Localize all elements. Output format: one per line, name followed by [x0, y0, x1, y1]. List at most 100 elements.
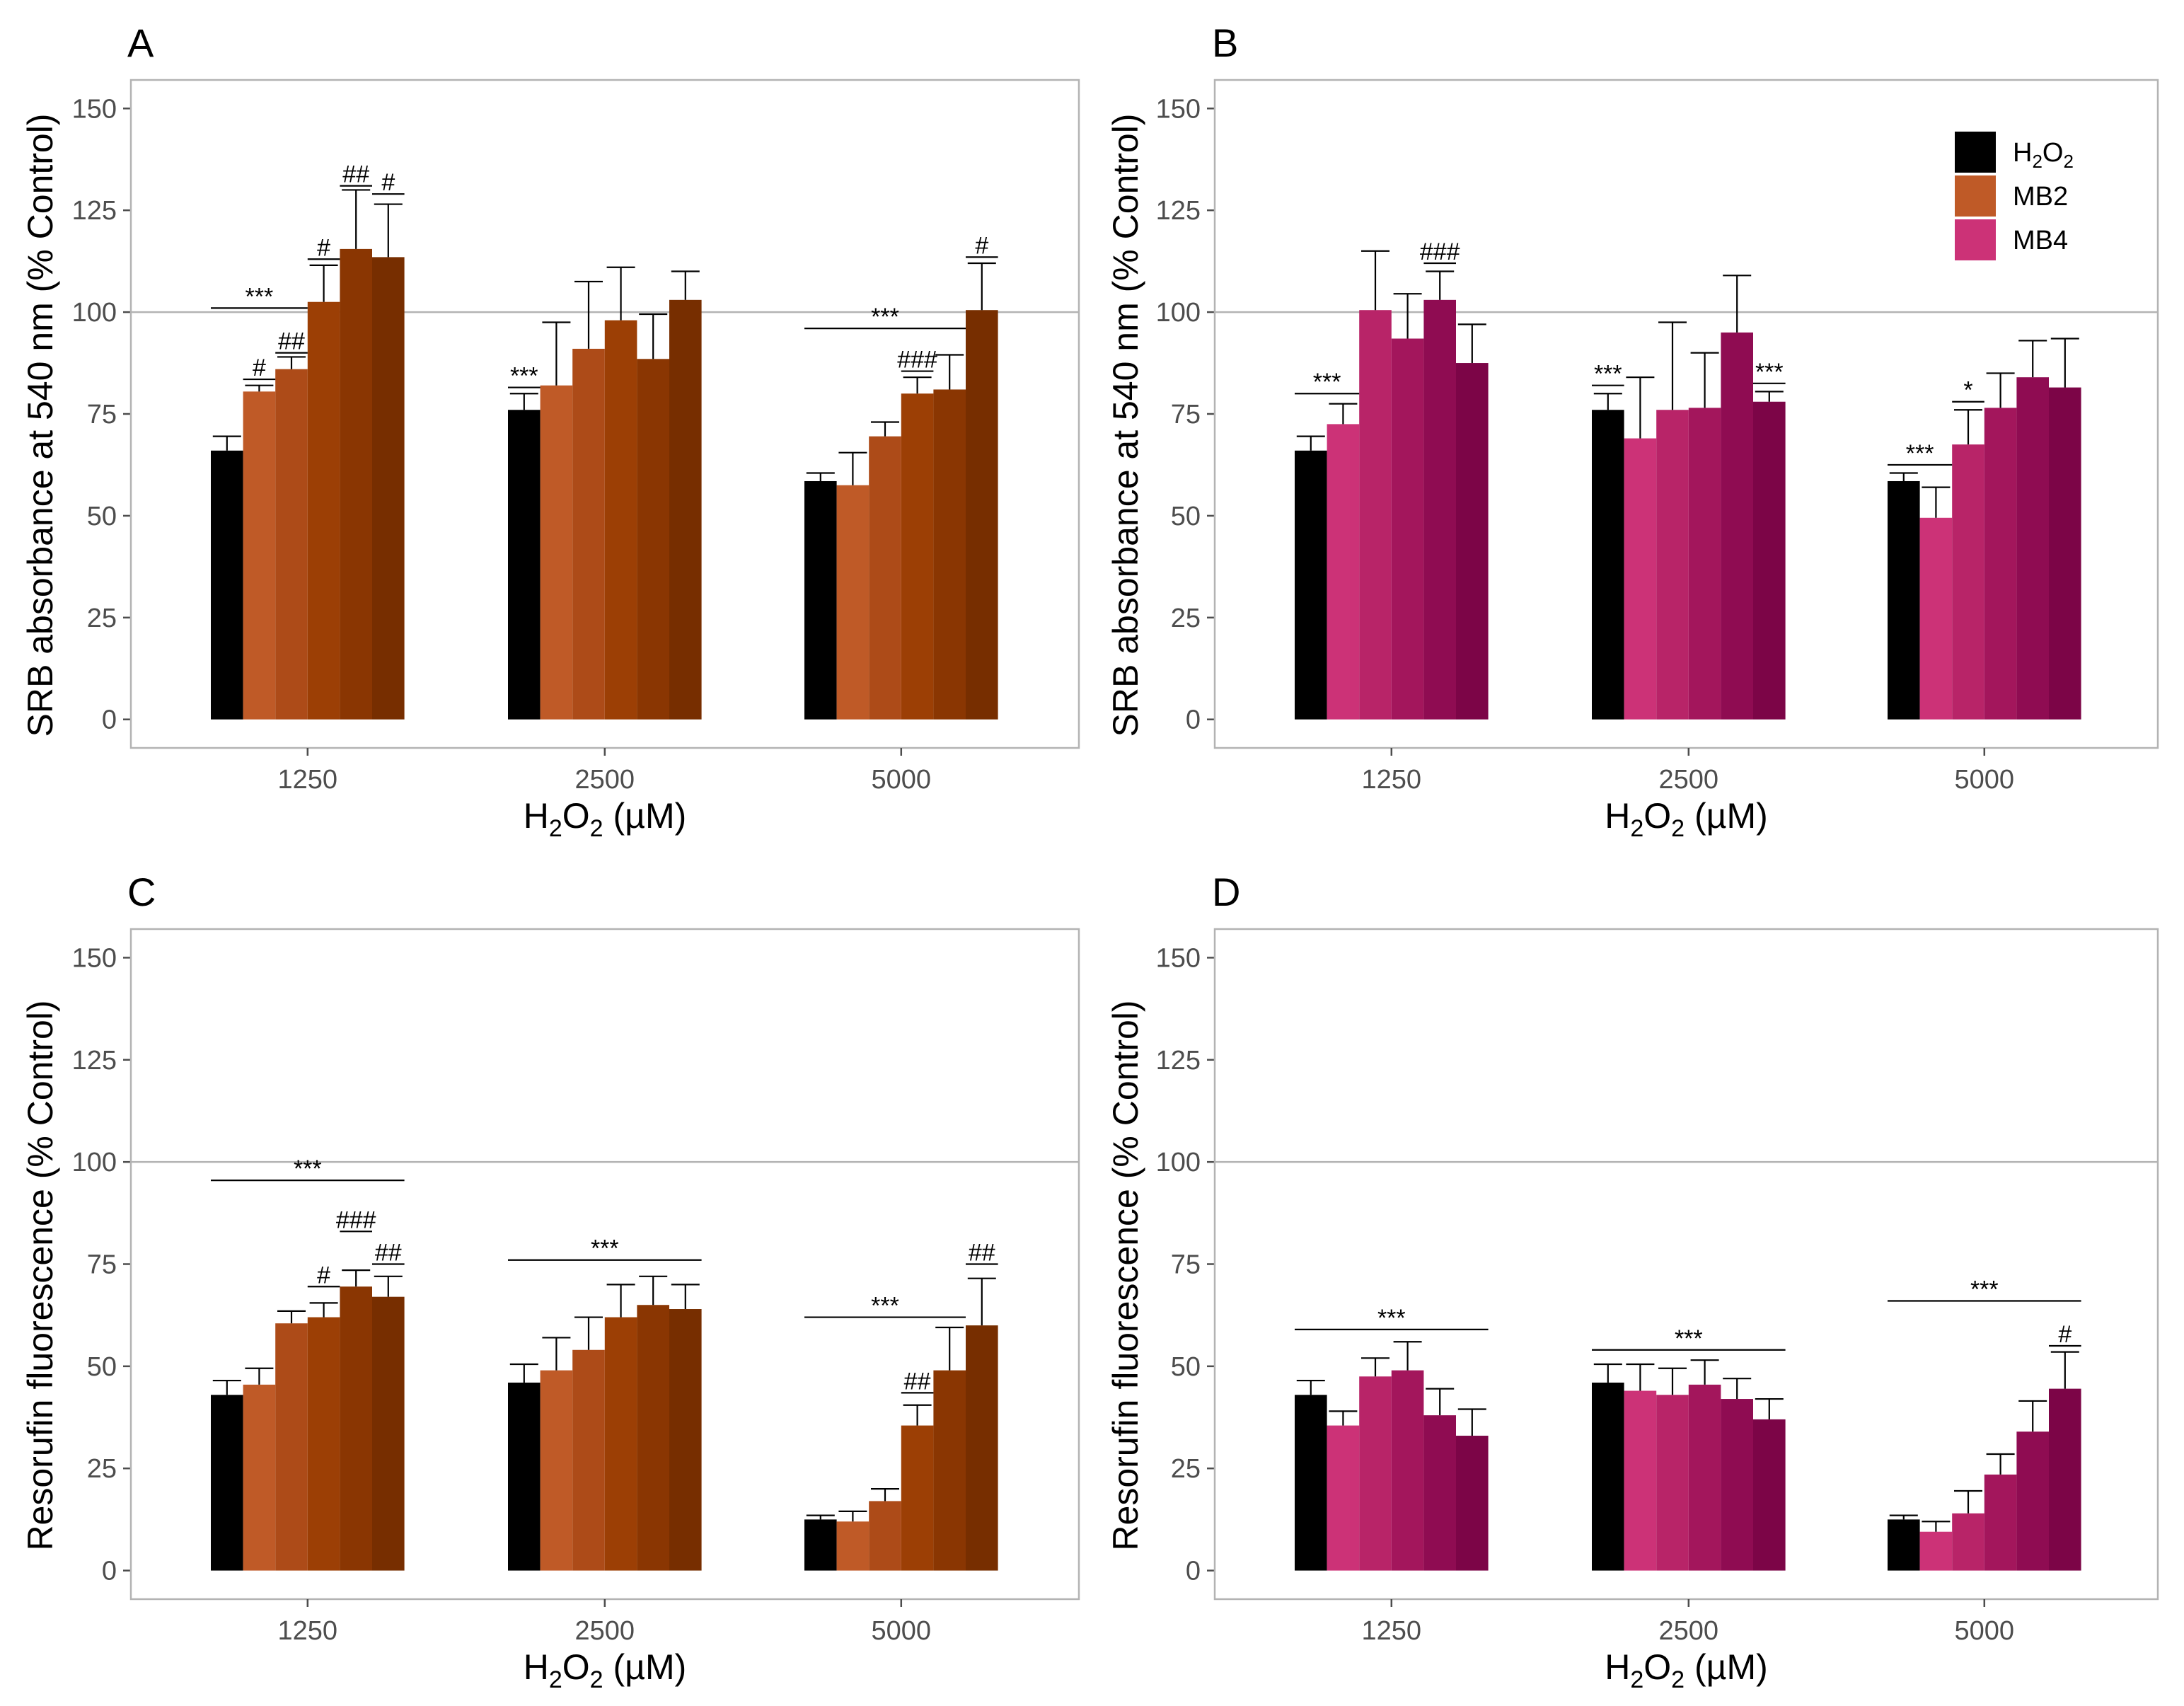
bar	[1984, 408, 2017, 720]
x-label-part: H	[1605, 796, 1630, 836]
y-tick-label: 0	[102, 1557, 117, 1586]
legend-label: MB4	[2013, 226, 2068, 255]
bar	[372, 1296, 405, 1571]
significance-label: ##	[342, 161, 369, 188]
bar	[804, 1519, 837, 1571]
bar	[340, 248, 372, 720]
y-tick-label: 25	[1171, 1454, 1201, 1484]
bar	[966, 1325, 998, 1571]
x-label-part: O	[1643, 1647, 1671, 1687]
bar	[243, 1384, 276, 1571]
x-label-subscript: 2	[549, 815, 562, 842]
bar	[669, 1309, 702, 1571]
legend-swatch	[1955, 175, 1996, 217]
legend-label: MB2	[2013, 182, 2068, 212]
significance-label: ***	[1970, 1276, 1999, 1303]
legend-label-subscript: 2	[2063, 151, 2073, 172]
significance-label: ##	[375, 1240, 402, 1267]
significance-label: ***	[1675, 1325, 1703, 1352]
bar	[901, 1425, 934, 1571]
y-tick-label: 50	[87, 1352, 117, 1382]
bar	[1753, 1419, 1786, 1571]
bar	[604, 1317, 637, 1571]
x-label-part: O	[1643, 796, 1671, 836]
x-axis-label: H2O2 (µM)	[524, 1647, 687, 1693]
y-tick-label: 0	[102, 705, 117, 735]
panel-letter: D	[1212, 870, 1240, 914]
bar	[508, 410, 541, 720]
bar	[2049, 1388, 2081, 1571]
significance-label: #	[253, 355, 266, 381]
panel-B: B 0 25 50 75 100 125 150 SRB absorbance at 540 n…	[1106, 21, 2159, 842]
bar	[1688, 408, 1721, 720]
panel-letter: C	[127, 870, 156, 914]
bar	[508, 1382, 541, 1571]
x-label-subscript: 2	[1630, 1666, 1643, 1693]
x-label-subscript: 2	[590, 1666, 603, 1693]
significance-label: ***	[1313, 369, 1341, 396]
legend-label-part: O	[2043, 138, 2064, 168]
x-label-subscript: 2	[1671, 815, 1685, 842]
bar	[1952, 1513, 1984, 1571]
panel-A: A 0 25 50 75 100 125 150 SRB absorbance at 540 n…	[21, 21, 1080, 842]
y-tick-label: 75	[1171, 400, 1201, 430]
bar	[340, 1286, 372, 1571]
significance-label: *	[1963, 377, 1972, 404]
x-label-part: (µM)	[603, 796, 687, 836]
bar	[836, 485, 869, 720]
significance-label: #	[317, 234, 330, 261]
y-tick-label: 0	[1186, 705, 1201, 735]
significance-label: ##	[969, 1240, 995, 1267]
legend-swatch	[1955, 219, 1996, 260]
x-tick-label: 5000	[872, 1616, 932, 1646]
y-tick-label: 125	[72, 1046, 117, 1076]
y-tick-label: 50	[1171, 502, 1201, 531]
panel-border	[1213, 79, 2159, 749]
y-tick-label: 75	[1171, 1250, 1201, 1280]
panel-letter: A	[127, 21, 154, 65]
y-tick-label: 100	[1156, 298, 1201, 328]
x-tick-label: 1250	[1362, 1616, 1422, 1646]
legend-label-part: H	[2013, 138, 2032, 168]
bar	[604, 320, 637, 720]
panel-border	[1213, 928, 2159, 1601]
y-tick-label: 150	[1156, 943, 1201, 973]
x-tick-label: 5000	[1955, 765, 2015, 795]
significance-label: ***	[294, 1155, 322, 1182]
x-tick-label: 1250	[278, 765, 338, 795]
x-label-subscript: 2	[1630, 815, 1643, 842]
bar	[1592, 1382, 1624, 1571]
significance-label: #	[2058, 1321, 2072, 1348]
bar	[211, 450, 243, 720]
bar	[933, 389, 966, 720]
y-axis-label: Resorufin fluorescence (% Control)	[1106, 1000, 1145, 1550]
y-tick-label: 150	[72, 94, 117, 124]
y-tick-label: 25	[1171, 604, 1201, 633]
significance-label: ***	[1377, 1305, 1406, 1332]
bar	[637, 359, 669, 720]
bar	[1624, 1390, 1657, 1571]
significance-label: ***	[871, 1293, 899, 1320]
x-label-subscript: 2	[549, 1666, 562, 1693]
bar	[540, 385, 573, 720]
x-label-part: (µM)	[1685, 1647, 1768, 1687]
y-axis-label: SRB absorbance at 540 nm (% Control)	[21, 114, 60, 737]
bar	[1391, 1370, 1424, 1571]
x-label-subscript: 2	[590, 815, 603, 842]
x-tick-label: 1250	[1362, 765, 1422, 795]
bar	[1984, 1474, 2017, 1571]
y-tick-label: 25	[87, 1454, 117, 1484]
y-tick-label: 100	[1156, 1148, 1201, 1177]
x-tick-label: 5000	[1955, 1616, 2015, 1646]
bar	[804, 480, 837, 720]
significance-label: ***	[510, 363, 538, 390]
y-axis-label: Resorufin fluorescence (% Control)	[21, 1000, 60, 1550]
bar	[1456, 363, 1489, 720]
significance-label: ##	[904, 1368, 931, 1395]
bar	[2049, 387, 2081, 720]
legend-label-subscript: 2	[2032, 151, 2042, 172]
y-tick-label: 100	[72, 298, 117, 328]
bar	[572, 348, 605, 720]
